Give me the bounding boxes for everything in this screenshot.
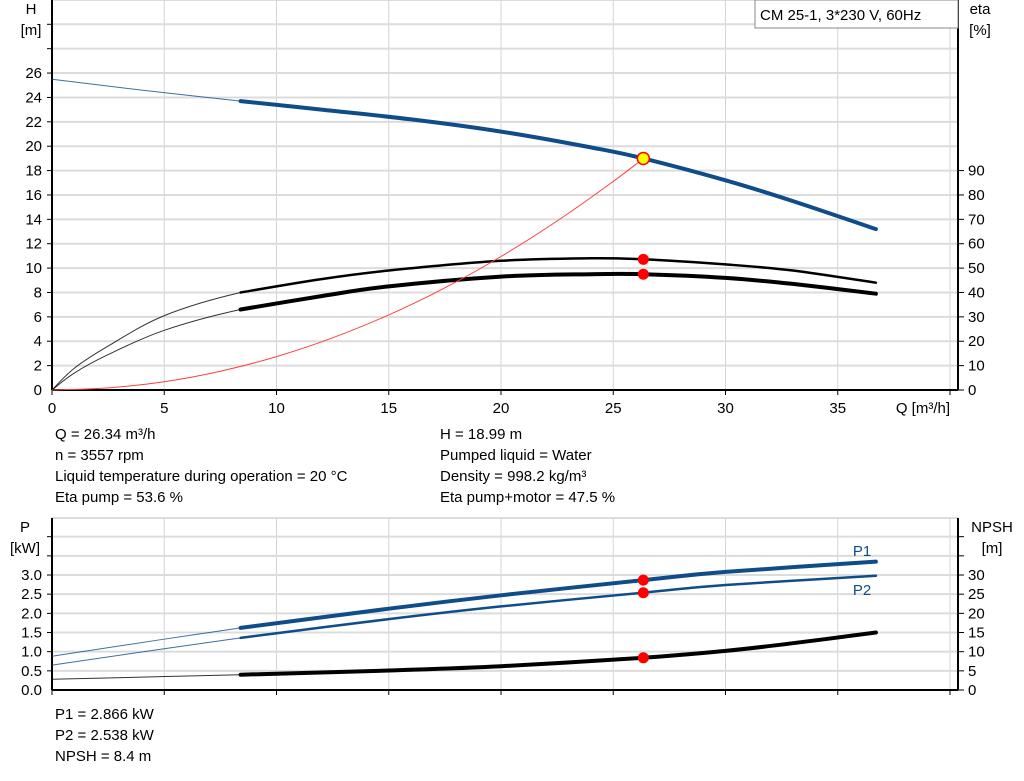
- npsh-axis-label: NPSH: [971, 519, 1013, 536]
- y2-axis-unit: [%]: [969, 22, 991, 39]
- curve-eta-pump-motor: [238, 271, 878, 312]
- power-y-tick-label: 0.5: [21, 663, 42, 680]
- x-tick-label: 15: [380, 400, 397, 417]
- curve-NPSH-extrapolated: [51, 632, 876, 680]
- power-y-tick-label: 3.0: [21, 567, 42, 584]
- qh-y2-tick-label: 50: [968, 260, 985, 277]
- qh-y-tick-label: 14: [25, 211, 42, 228]
- x-tick-label: 20: [493, 400, 510, 417]
- curve-P2: [239, 574, 878, 640]
- qh-y-tick-label: 4: [34, 333, 42, 350]
- duty-point-H: [636, 151, 651, 166]
- duty-point-eta-pump: [637, 253, 649, 265]
- power-y-tick-label: 2.5: [21, 586, 42, 603]
- power-y-tick-label: 2.0: [21, 605, 42, 622]
- power-y2-tick-label: 30: [968, 567, 985, 584]
- qh-y-tick-label: 0: [34, 382, 42, 399]
- pump-title-box: [754, 0, 959, 29]
- power-y-tick-label: 1.5: [21, 625, 42, 642]
- x-axis-label: Q [m³/h]: [896, 400, 950, 417]
- info-speed: n = 3557 rpm: [55, 447, 144, 464]
- qh-y-tick-label: 18: [25, 163, 42, 180]
- info-npsh: NPSH = 8.4 m: [55, 748, 152, 765]
- duty-point-P2: [637, 587, 649, 599]
- curve-eta-pump-motor-extrapolated: [51, 273, 876, 391]
- qh-y2-tick-label: 30: [968, 309, 985, 326]
- qh-y2-tick-label: 70: [968, 211, 985, 228]
- curve-H-extrapolated: [51, 78, 877, 230]
- legend-p1: P1: [853, 543, 871, 560]
- info-flow: Q = 26.34 m³/h: [55, 426, 156, 443]
- power-y2-tick-label: 0: [968, 682, 976, 699]
- curve-eta-pump: [239, 256, 878, 294]
- power-y2-tick-label: 15: [968, 625, 985, 642]
- qh-y-tick-label: 12: [25, 236, 42, 253]
- legend-p2: P2: [853, 582, 871, 599]
- qh-y2-tick-label: 10: [968, 358, 985, 375]
- x-tick-label: 0: [48, 400, 56, 417]
- power-y-tick-label: 1.0: [21, 644, 42, 661]
- qh-y-tick-label: 26: [25, 65, 42, 82]
- info-p2: P2 = 2.538 kW: [55, 727, 154, 744]
- qh-y2-tick-label: 90: [968, 163, 985, 180]
- power-info: P1 = 2.866 kW P2 = 2.538 kW NPSH = 8.4 m: [55, 704, 154, 767]
- p-axis-label: P: [20, 519, 30, 536]
- power-y2-tick-label: 25: [968, 586, 985, 603]
- info-p1: P1 = 2.866 kW: [55, 706, 154, 723]
- y-axis-label: H: [26, 1, 37, 18]
- qh-y2-tick-label: 20: [968, 333, 985, 350]
- power-y2-tick-label: 5: [968, 663, 976, 680]
- qh-y-tick-label: 6: [34, 309, 42, 326]
- x-tick-label: 5: [160, 400, 168, 417]
- info-liquid-temp: Liquid temperature during operation = 20…: [55, 468, 348, 485]
- system-curve: [51, 158, 644, 391]
- info-pumped-liquid: Pumped liquid = Water: [440, 447, 592, 464]
- duty-point-P1: [637, 574, 649, 586]
- power-y-tick-label: 0.0: [21, 682, 42, 699]
- qh-y-tick-label: 22: [25, 114, 42, 131]
- y2-axis-label: eta: [970, 1, 992, 18]
- qh-y-tick-label: 2: [34, 358, 42, 375]
- npsh-axis-unit: [m]: [982, 540, 1003, 557]
- qh-y-tick-label: 10: [25, 260, 42, 277]
- x-tick-label: 35: [829, 400, 846, 417]
- qh-y2-tick-label: 80: [968, 187, 985, 204]
- info-density: Density = 998.2 kg/m³: [440, 468, 587, 485]
- duty-info-left: Q = 26.34 m³/h n = 3557 rpm Liquid tempe…: [55, 424, 347, 508]
- qh-y2-tick-label: 0: [968, 382, 976, 399]
- power-y2-tick-label: 20: [968, 605, 985, 622]
- qh-y-tick-label: 16: [25, 187, 42, 204]
- info-eta-pump: Eta pump = 53.6 %: [55, 489, 183, 506]
- power-y2-tick-label: 10: [968, 644, 985, 661]
- x-tick-label: 25: [605, 400, 622, 417]
- curve-P1: [238, 559, 878, 630]
- x-tick-label: 30: [717, 400, 734, 417]
- pump-title: CM 25-1, 3*230 V, 60Hz: [760, 7, 921, 24]
- info-eta-pump-motor: Eta pump+motor = 47.5 %: [440, 489, 616, 506]
- duty-point-NPSH: [637, 652, 649, 664]
- duty-point-eta-pump-motor: [637, 268, 649, 280]
- info-head: H = 18.99 m: [440, 426, 523, 443]
- duty-info-right: H = 18.99 m Pumped liquid = Water Densit…: [440, 424, 615, 508]
- qh-y2-tick-label: 40: [968, 284, 985, 301]
- curve-H: [238, 99, 878, 232]
- y-axis-unit: [m]: [21, 22, 42, 39]
- qh-y-tick-label: 8: [34, 284, 42, 301]
- x-tick-label: 10: [268, 400, 285, 417]
- curve-NPSH: [238, 630, 878, 677]
- qh-y-tick-label: 24: [25, 89, 42, 106]
- qh-y2-tick-label: 60: [968, 236, 985, 253]
- qh-y-tick-label: 20: [25, 138, 42, 155]
- p-axis-unit: [kW]: [10, 540, 40, 557]
